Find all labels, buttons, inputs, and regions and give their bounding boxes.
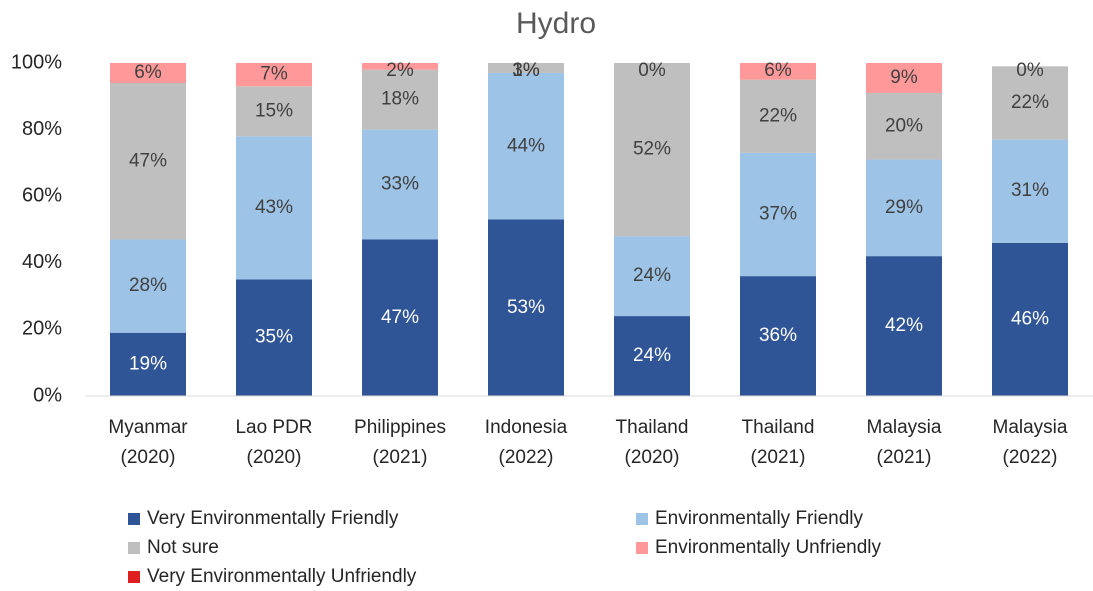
- data-label: 22%: [1011, 92, 1049, 113]
- bar-segment: [992, 139, 1068, 243]
- bar-segment: [866, 61, 942, 63]
- y-tick-label: 20%: [22, 318, 62, 340]
- bar-segment: [866, 63, 942, 93]
- data-label: 20%: [885, 115, 923, 136]
- data-label: 28%: [129, 275, 167, 296]
- bar-segment: [614, 236, 690, 317]
- data-label: 24%: [633, 345, 671, 366]
- y-tick-label: 0%: [33, 384, 62, 406]
- x-tick-label: Malaysia (2022): [993, 417, 1068, 468]
- bar-segment: [866, 92, 942, 160]
- legend-swatch: [128, 542, 140, 554]
- legend-label: Not sure: [147, 537, 219, 558]
- legend-label: Very Environmentally Friendly: [147, 508, 399, 529]
- legend-swatch: [636, 513, 648, 525]
- bar-segment: [488, 219, 564, 396]
- data-label: 33%: [381, 174, 419, 195]
- bar-segment: [488, 63, 564, 73]
- data-label: 24%: [633, 265, 671, 286]
- data-label: 9%: [890, 67, 918, 88]
- bar-segment: [740, 79, 816, 153]
- data-label: 37%: [759, 204, 797, 225]
- data-label: 6%: [134, 62, 162, 83]
- x-tick-label: Myanmar (2020): [108, 417, 188, 468]
- data-label: 7%: [260, 64, 288, 85]
- data-label: 0%: [1016, 60, 1044, 81]
- data-labels: 19% 28% 47% 6% 35% 43% 15% 7% 47% 33% 18% 2% 53% 44% 3…: [129, 60, 1049, 374]
- data-label: 1%: [512, 60, 540, 81]
- data-label: 18%: [381, 89, 419, 110]
- data-label: 6%: [764, 60, 792, 81]
- x-tick-label: Indonesia (2022): [485, 417, 568, 468]
- data-label: 42%: [885, 315, 923, 336]
- data-label: 44%: [507, 135, 545, 156]
- x-tick-label: Philippines (2021): [354, 417, 446, 468]
- bar-segment: [488, 72, 564, 220]
- bar-segment: [992, 66, 1068, 140]
- data-label: 19%: [129, 353, 167, 374]
- bar-segment: [362, 69, 438, 130]
- data-label: 52%: [633, 139, 671, 160]
- y-tick-label: 60%: [22, 184, 62, 206]
- bar-segment: [740, 63, 816, 80]
- data-label: 15%: [255, 100, 293, 121]
- legend-label: Environmentally Friendly: [655, 508, 864, 529]
- data-label: 47%: [129, 150, 167, 171]
- bar-segment: [614, 63, 690, 237]
- bar-segment: [866, 159, 942, 257]
- x-tick-label: Thailand (2021): [742, 417, 815, 468]
- y-tick-label: 40%: [22, 251, 62, 273]
- legend-swatch: [636, 542, 648, 554]
- y-tick-label: 80%: [22, 118, 62, 140]
- data-label: 22%: [759, 105, 797, 126]
- bar-segment: [992, 242, 1068, 396]
- x-tick-label: Lao PDR (2020): [235, 417, 312, 468]
- y-tick-label: 100%: [11, 51, 62, 73]
- bar-segment: [110, 82, 186, 240]
- bar-segment: [362, 129, 438, 240]
- legend-label: Very Environmentally Unfriendly: [147, 566, 417, 587]
- data-label: 46%: [1011, 308, 1049, 329]
- bar-segment: [236, 279, 312, 396]
- legend-label: Environmentally Unfriendly: [655, 537, 881, 558]
- data-label: 47%: [381, 307, 419, 328]
- bar-segment: [866, 256, 942, 396]
- data-label: 53%: [507, 297, 545, 318]
- data-label: 3%: [512, 60, 540, 81]
- data-label: 0%: [638, 60, 666, 81]
- bar-segment: [362, 63, 438, 70]
- legend-swatch: [128, 513, 140, 525]
- bar-segment: [110, 239, 186, 333]
- bar-segment: [614, 316, 690, 396]
- data-label: 36%: [759, 325, 797, 346]
- bar-segment: [110, 63, 186, 83]
- x-tick-label: Malaysia (2021): [867, 417, 942, 468]
- bar-segment: [362, 239, 438, 396]
- data-label: 29%: [885, 197, 923, 218]
- bar-segment: [236, 63, 312, 87]
- bar-segment: [110, 332, 186, 396]
- bar-segment: [740, 276, 816, 396]
- legend-swatch: [128, 571, 140, 583]
- data-label: 43%: [255, 197, 293, 218]
- bar-segment: [236, 86, 312, 137]
- plot-area: [110, 61, 1068, 396]
- data-label: 35%: [255, 327, 293, 348]
- bar-segment: [236, 136, 312, 280]
- data-label: 2%: [386, 60, 414, 81]
- data-label: 31%: [1011, 180, 1049, 201]
- x-tick-label: Thailand (2020): [616, 417, 689, 468]
- chart-title: Hydro: [516, 7, 596, 40]
- bar-segment: [740, 152, 816, 277]
